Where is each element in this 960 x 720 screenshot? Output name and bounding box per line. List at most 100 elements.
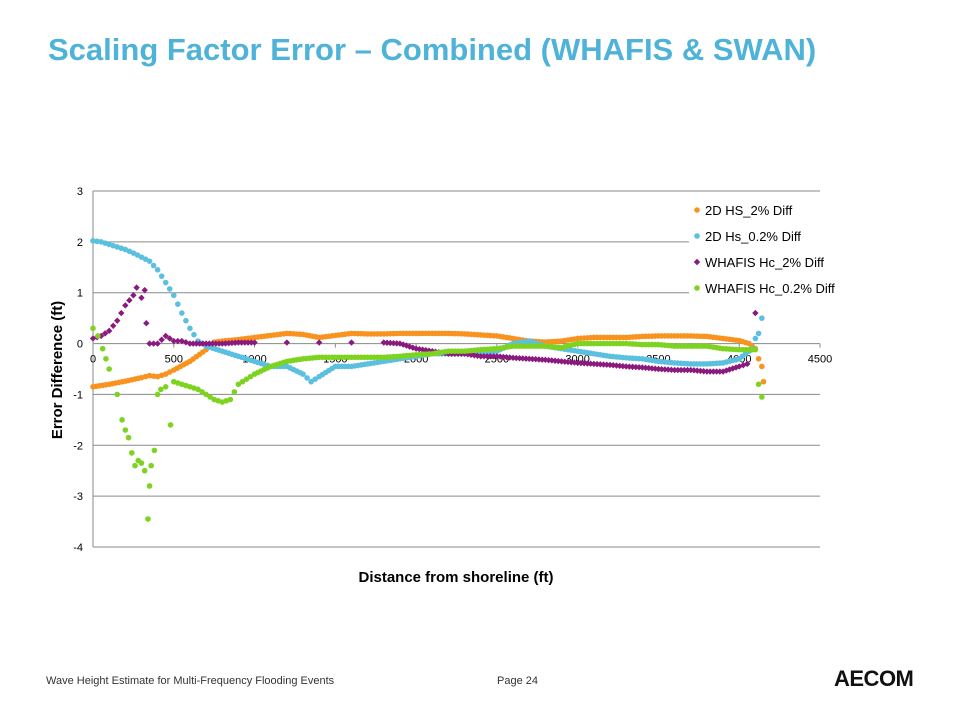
data-point xyxy=(175,301,181,307)
data-point xyxy=(103,356,109,362)
data-point xyxy=(179,310,185,316)
data-point xyxy=(235,339,242,346)
data-point xyxy=(752,346,759,353)
data-point xyxy=(529,355,536,363)
data-point xyxy=(130,292,137,299)
data-point xyxy=(118,309,125,317)
data-point xyxy=(95,333,101,339)
data-point xyxy=(206,340,213,347)
data-point xyxy=(759,363,765,370)
data-point xyxy=(167,422,174,428)
data-point xyxy=(304,375,310,381)
data-point xyxy=(145,516,151,522)
data-point xyxy=(222,340,229,347)
data-point xyxy=(241,339,249,346)
data-point xyxy=(166,286,173,292)
data-point xyxy=(732,364,740,371)
data-point xyxy=(158,386,164,393)
data-point xyxy=(170,292,177,299)
data-point xyxy=(243,376,250,382)
legend-background xyxy=(689,195,869,305)
data-point xyxy=(106,366,112,372)
data-point xyxy=(199,340,207,347)
data-point xyxy=(187,325,193,332)
data-point xyxy=(244,339,252,346)
data-point xyxy=(196,340,203,347)
data-point xyxy=(752,335,759,342)
data-point xyxy=(687,366,694,374)
data-point xyxy=(661,366,669,373)
data-point xyxy=(577,359,585,367)
data-point xyxy=(480,353,488,360)
data-point xyxy=(648,365,656,372)
data-point xyxy=(207,394,213,400)
data-point xyxy=(146,258,153,264)
data-point xyxy=(315,339,323,346)
data-point xyxy=(215,340,223,347)
data-point xyxy=(516,355,523,362)
data-point xyxy=(235,381,242,388)
data-point xyxy=(158,273,165,279)
data-point xyxy=(513,354,520,362)
data-point xyxy=(212,340,219,347)
data-point xyxy=(603,361,610,368)
data-point xyxy=(600,361,607,368)
data-point xyxy=(677,366,685,374)
data-point xyxy=(193,340,200,347)
data-point xyxy=(199,389,205,395)
data-point xyxy=(105,327,113,335)
legend-label: WHAFIS Hc_0.2% Diff xyxy=(705,281,835,296)
data-point xyxy=(308,378,314,385)
data-point xyxy=(195,386,201,393)
data-point xyxy=(506,354,514,361)
series-layer xyxy=(89,238,767,522)
data-point xyxy=(162,279,169,286)
data-point xyxy=(312,376,318,382)
data-point xyxy=(101,330,109,337)
data-point xyxy=(191,331,197,338)
data-point xyxy=(228,339,236,347)
data-point xyxy=(133,284,140,291)
data-point xyxy=(681,366,688,374)
data-point xyxy=(122,302,129,309)
series-4 xyxy=(90,325,765,522)
data-point xyxy=(587,360,594,367)
data-point xyxy=(151,447,158,454)
data-point xyxy=(158,336,165,343)
data-point xyxy=(114,317,121,324)
data-point xyxy=(209,340,216,347)
data-point xyxy=(239,378,246,385)
data-point xyxy=(542,356,549,364)
data-point xyxy=(759,394,765,400)
data-point xyxy=(671,366,678,374)
data-point xyxy=(227,396,234,403)
data-point xyxy=(723,367,730,374)
data-point xyxy=(610,362,617,369)
data-point xyxy=(710,368,717,375)
x-axis-title: Distance from shoreline (ft) xyxy=(358,569,553,586)
data-point xyxy=(526,355,533,363)
y-tick-label: -2 xyxy=(73,440,83,452)
data-point xyxy=(143,320,150,327)
data-point xyxy=(247,373,254,380)
data-point xyxy=(759,315,765,321)
data-point xyxy=(132,462,138,469)
data-point xyxy=(202,340,210,347)
data-point xyxy=(125,434,132,441)
data-point xyxy=(90,325,96,332)
data-point xyxy=(154,267,161,273)
x-tick-label: 4500 xyxy=(808,354,832,366)
data-point xyxy=(703,368,711,375)
data-point xyxy=(251,339,258,346)
legend-marker xyxy=(694,233,700,239)
series-1 xyxy=(90,330,767,390)
data-point xyxy=(674,366,682,374)
data-point xyxy=(626,363,633,370)
legend-label: 2D Hs_0.2% Diff xyxy=(705,229,801,244)
data-point xyxy=(616,362,623,370)
data-point xyxy=(597,361,604,368)
y-axis-title: Error Difference (ft) xyxy=(49,301,66,439)
data-point xyxy=(99,345,106,352)
data-point xyxy=(119,417,125,423)
